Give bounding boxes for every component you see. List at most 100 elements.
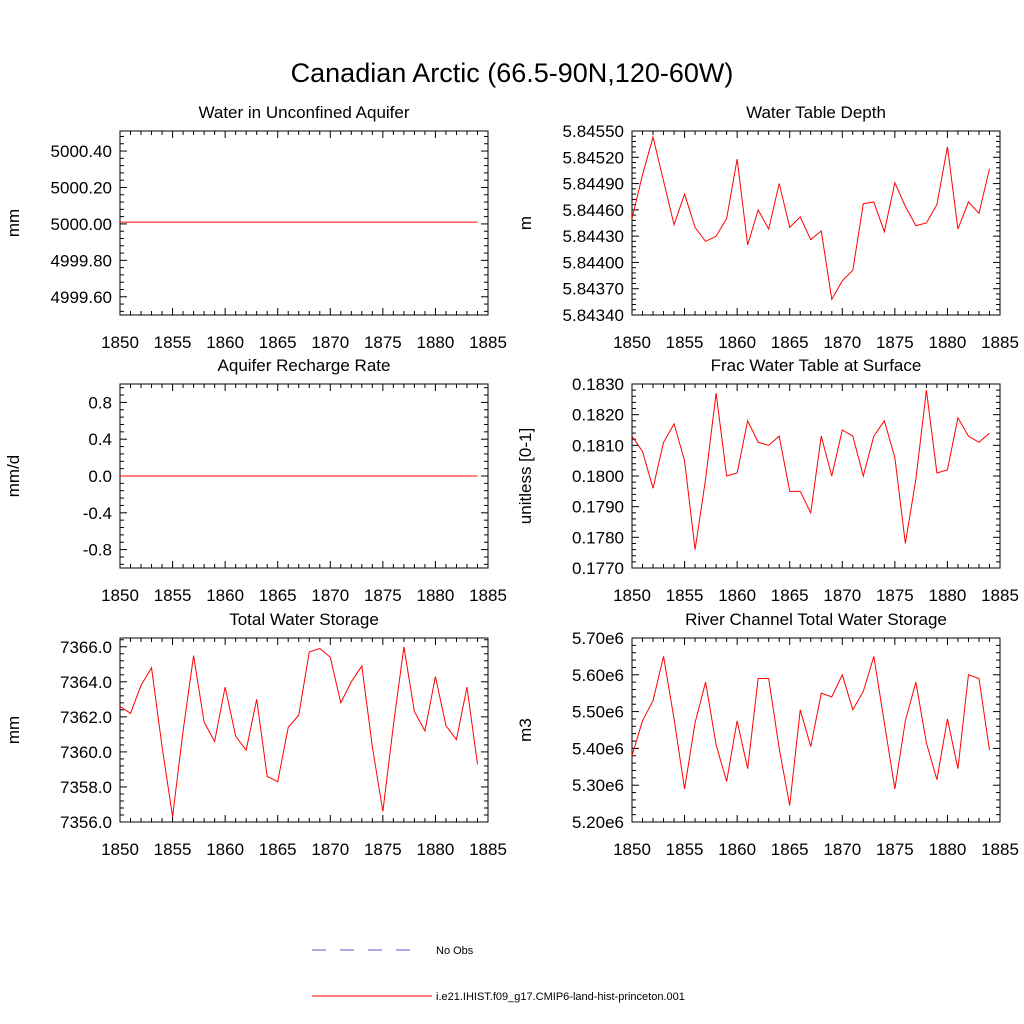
chart-panel-1: Water in Unconfined Aquifer mm 1850 1855 186…	[4, 103, 507, 352]
chart-panel-3: Aquifer Recharge Rate mm/d 1850 1855 1860 186…	[4, 356, 507, 605]
y-tick-label: 5.60e6	[572, 666, 624, 685]
x-tick-label: 1870	[311, 333, 349, 352]
x-tick-label: 1865	[259, 333, 297, 352]
x-tick-label: 1880	[417, 333, 455, 352]
y-axis-label: mm	[4, 209, 23, 237]
panel-title: Water in Unconfined Aquifer	[198, 103, 409, 122]
x-tick-label: 1850	[101, 586, 139, 605]
x-tick-label: 1875	[364, 840, 402, 859]
chart-panel-5: Total Water Storage mm 1850 1855 1860 1865 187…	[4, 610, 507, 859]
y-tick-label: 5.84490	[563, 175, 624, 194]
chart-panels: Water in Unconfined Aquifer mm 1850 1855 186…	[4, 103, 1019, 859]
series-line	[631, 135, 990, 301]
x-tick-label: 1870	[823, 333, 861, 352]
x-tick-label: 1885	[469, 333, 507, 352]
x-tick-label: 1870	[823, 586, 861, 605]
y-tick-label: 0.1830	[572, 375, 624, 394]
x-tick-label: 1885	[981, 586, 1019, 605]
x-tick-label: 1885	[981, 333, 1019, 352]
x-tick-label: 1855	[666, 840, 704, 859]
legend-label-model: i.e21.IHIST.f09_g17.CMIP6-land-hist-prin…	[436, 991, 685, 1003]
plot-frame	[631, 130, 1001, 316]
plot-frame	[119, 637, 489, 823]
x-tick-label: 1850	[101, 333, 139, 352]
y-tick-label: 7356.0	[60, 813, 112, 832]
x-tick-label: 1885	[469, 840, 507, 859]
x-tick-label: 1855	[666, 586, 704, 605]
y-tick-label: 7366.0	[60, 638, 112, 657]
y-tick-label: 5.84460	[563, 201, 624, 220]
y-tick-label: 0.1780	[572, 528, 624, 547]
figure-title: Canadian Arctic (66.5-90N,120-60W)	[291, 58, 734, 88]
x-tick-label: 1865	[259, 840, 297, 859]
y-tick-label: 5.20e6	[572, 813, 624, 832]
x-tick-label: 1850	[101, 840, 139, 859]
x-tick-label: 1860	[718, 333, 756, 352]
y-tick-label: 7358.0	[60, 778, 112, 797]
y-tick-label: 7364.0	[60, 673, 112, 692]
y-tick-label: -0.8	[83, 541, 112, 560]
y-tick-label: 7362.0	[60, 708, 112, 727]
x-tick-label: 1855	[154, 586, 192, 605]
x-tick-label: 1875	[364, 586, 402, 605]
y-tick-label: 5.70e6	[572, 629, 624, 648]
y-axis-label: m3	[516, 718, 535, 742]
y-tick-label: 5000.40	[51, 142, 112, 161]
x-tick-label: 1880	[417, 840, 455, 859]
x-tick-label: 1855	[154, 333, 192, 352]
x-tick-label: 1860	[206, 840, 244, 859]
series-line	[631, 390, 990, 550]
plot-frame	[119, 130, 489, 316]
series-line	[119, 646, 478, 817]
y-axis-label: mm/d	[4, 455, 23, 498]
y-tick-label: 0.1800	[572, 467, 624, 486]
x-tick-label: 1855	[154, 840, 192, 859]
y-tick-label: 5.50e6	[572, 703, 624, 722]
y-tick-label: 0.1810	[572, 436, 624, 455]
x-tick-label: 1860	[718, 840, 756, 859]
x-tick-label: 1865	[771, 333, 809, 352]
x-tick-label: 1880	[417, 586, 455, 605]
legend: No Obs i.e21.IHIST.f09_g17.CMIP6-land-hi…	[312, 945, 685, 1003]
y-tick-label: 0.1820	[572, 406, 624, 425]
x-tick-label: 1875	[876, 333, 914, 352]
panel-title: Frac Water Table at Surface	[711, 356, 922, 375]
panel-title: Total Water Storage	[229, 610, 379, 629]
x-tick-label: 1860	[206, 333, 244, 352]
panel-title: Aquifer Recharge Rate	[218, 356, 391, 375]
x-tick-label: 1875	[876, 840, 914, 859]
chart-panel-6: River Channel Total Water Storage m3 1850 1…	[516, 610, 1019, 859]
chart-panel-4: Frac Water Table at Surface unitless [0-1…	[516, 356, 1019, 605]
y-tick-label: 5.84400	[563, 253, 624, 272]
y-tick-label: 0.0	[88, 467, 112, 486]
x-tick-label: 1860	[718, 586, 756, 605]
y-axis-label: m	[516, 216, 535, 230]
y-tick-label: 5000.00	[51, 215, 112, 234]
y-tick-label: 0.4	[88, 430, 112, 449]
y-tick-label: 5.40e6	[572, 739, 624, 758]
y-tick-label: 5.30e6	[572, 776, 624, 795]
y-axis-label: unitless [0-1]	[516, 428, 535, 524]
x-tick-label: 1880	[929, 333, 967, 352]
y-tick-label: 4999.60	[51, 288, 112, 307]
y-tick-label: 7360.0	[60, 743, 112, 762]
y-tick-label: 5.84340	[563, 306, 624, 325]
x-tick-label: 1865	[771, 840, 809, 859]
x-tick-label: 1875	[876, 586, 914, 605]
x-tick-label: 1855	[666, 333, 704, 352]
y-tick-label: 0.1770	[572, 559, 624, 578]
y-tick-label: 0.8	[88, 393, 112, 412]
x-tick-label: 1885	[469, 586, 507, 605]
panel-title: Water Table Depth	[746, 103, 886, 122]
x-tick-label: 1850	[613, 333, 651, 352]
x-tick-label: 1865	[771, 586, 809, 605]
x-tick-label: 1870	[311, 586, 349, 605]
y-tick-label: 4999.80	[51, 251, 112, 270]
y-tick-label: -0.4	[83, 504, 112, 523]
y-tick-label: 5000.20	[51, 178, 112, 197]
y-tick-label: 5.84550	[563, 122, 624, 141]
y-axis-label: mm	[4, 716, 23, 744]
x-tick-label: 1880	[929, 586, 967, 605]
panel-title: River Channel Total Water Storage	[685, 610, 947, 629]
